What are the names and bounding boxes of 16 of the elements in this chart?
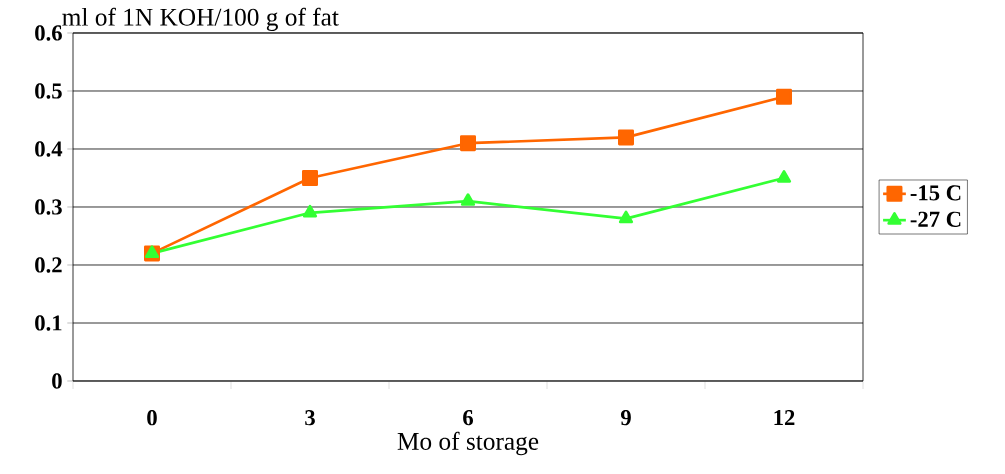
x-tick-label: 3 bbox=[305, 410, 315, 426]
y-tick-label: 0.3 bbox=[35, 199, 62, 215]
y-tick-label: 0.4 bbox=[35, 141, 63, 157]
y-tick-label: 0.1 bbox=[35, 315, 62, 331]
y-tick-label: 0.5 bbox=[35, 83, 62, 99]
y-axis-title: ml of 1N KOH/100 g of fat bbox=[62, 7, 339, 31]
y-tick-label: 0.2 bbox=[35, 257, 62, 273]
y-tick-label: 0.6 bbox=[35, 25, 62, 41]
legend-label: -15 C bbox=[910, 185, 961, 201]
x-tick-label: 12 bbox=[774, 410, 795, 426]
x-axis-title: Mo of storage bbox=[397, 431, 539, 456]
x-tick-label: 0 bbox=[147, 410, 157, 426]
legend-label: -27 C bbox=[910, 211, 961, 227]
x-tick-label: 6 bbox=[463, 410, 473, 426]
x-tick-label: 9 bbox=[620, 410, 631, 426]
y-tick-label: 0 bbox=[52, 373, 62, 389]
